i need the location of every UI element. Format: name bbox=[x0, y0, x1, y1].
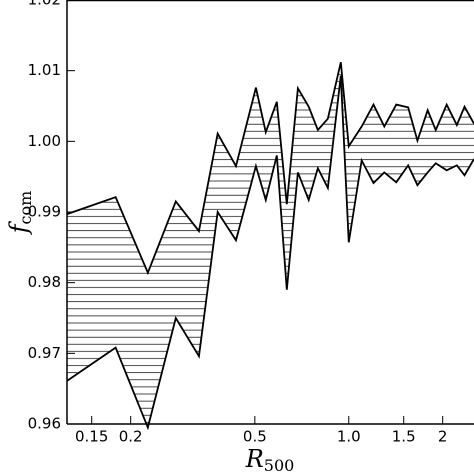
y-tick-label: 0.98 bbox=[28, 273, 61, 291]
x-tick-label: 0.5 bbox=[243, 428, 267, 446]
y-tick-label: 1.01 bbox=[28, 61, 61, 79]
y-tick-label: 0.96 bbox=[28, 415, 61, 433]
y-tick-label: 1.02 bbox=[28, 0, 61, 9]
y-tick-label: 1.00 bbox=[28, 132, 61, 150]
y-tick-label: 0.97 bbox=[28, 344, 61, 362]
x-tick-label: 0.15 bbox=[75, 428, 108, 446]
x-tick-label: 0.2 bbox=[119, 428, 143, 446]
y-axis-label: fcom bbox=[5, 191, 35, 236]
x-tick-label: 1.0 bbox=[337, 428, 361, 446]
y-tick-label: 0.99 bbox=[28, 203, 61, 221]
x-tick-label: 2 bbox=[438, 428, 448, 446]
x-axis-label: R500 bbox=[245, 445, 295, 474]
y-label-sub: com bbox=[16, 191, 35, 225]
x-label-sub: 500 bbox=[264, 456, 295, 474]
upper-line bbox=[66, 61, 474, 276]
band-fill bbox=[67, 62, 474, 428]
lower-line bbox=[66, 75, 474, 431]
x-tick-label: 1.5 bbox=[392, 428, 416, 446]
x-label-main: R bbox=[245, 445, 264, 473]
